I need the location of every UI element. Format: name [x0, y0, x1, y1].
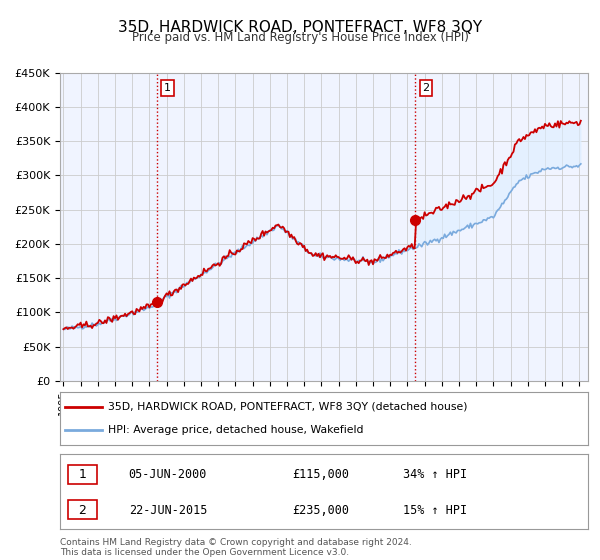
Text: HPI: Average price, detached house, Wakefield: HPI: Average price, detached house, Wake… [107, 425, 363, 435]
Text: 2: 2 [78, 504, 86, 517]
Text: 34% ↑ HPI: 34% ↑ HPI [403, 468, 467, 481]
Text: Price paid vs. HM Land Registry's House Price Index (HPI): Price paid vs. HM Land Registry's House … [131, 31, 469, 44]
Text: 35D, HARDWICK ROAD, PONTEFRACT, WF8 3QY: 35D, HARDWICK ROAD, PONTEFRACT, WF8 3QY [118, 20, 482, 35]
Text: £115,000: £115,000 [292, 468, 349, 481]
Text: Contains HM Land Registry data © Crown copyright and database right 2024.
This d: Contains HM Land Registry data © Crown c… [60, 538, 412, 557]
Text: 15% ↑ HPI: 15% ↑ HPI [403, 504, 467, 517]
Text: 1: 1 [164, 83, 171, 93]
Text: 22-JUN-2015: 22-JUN-2015 [128, 504, 207, 517]
FancyBboxPatch shape [68, 465, 97, 484]
Text: 1: 1 [78, 468, 86, 481]
Text: 2: 2 [422, 83, 430, 93]
FancyBboxPatch shape [68, 501, 97, 519]
Text: £235,000: £235,000 [292, 504, 349, 517]
Text: 05-JUN-2000: 05-JUN-2000 [128, 468, 207, 481]
Text: 35D, HARDWICK ROAD, PONTEFRACT, WF8 3QY (detached house): 35D, HARDWICK ROAD, PONTEFRACT, WF8 3QY … [107, 402, 467, 412]
